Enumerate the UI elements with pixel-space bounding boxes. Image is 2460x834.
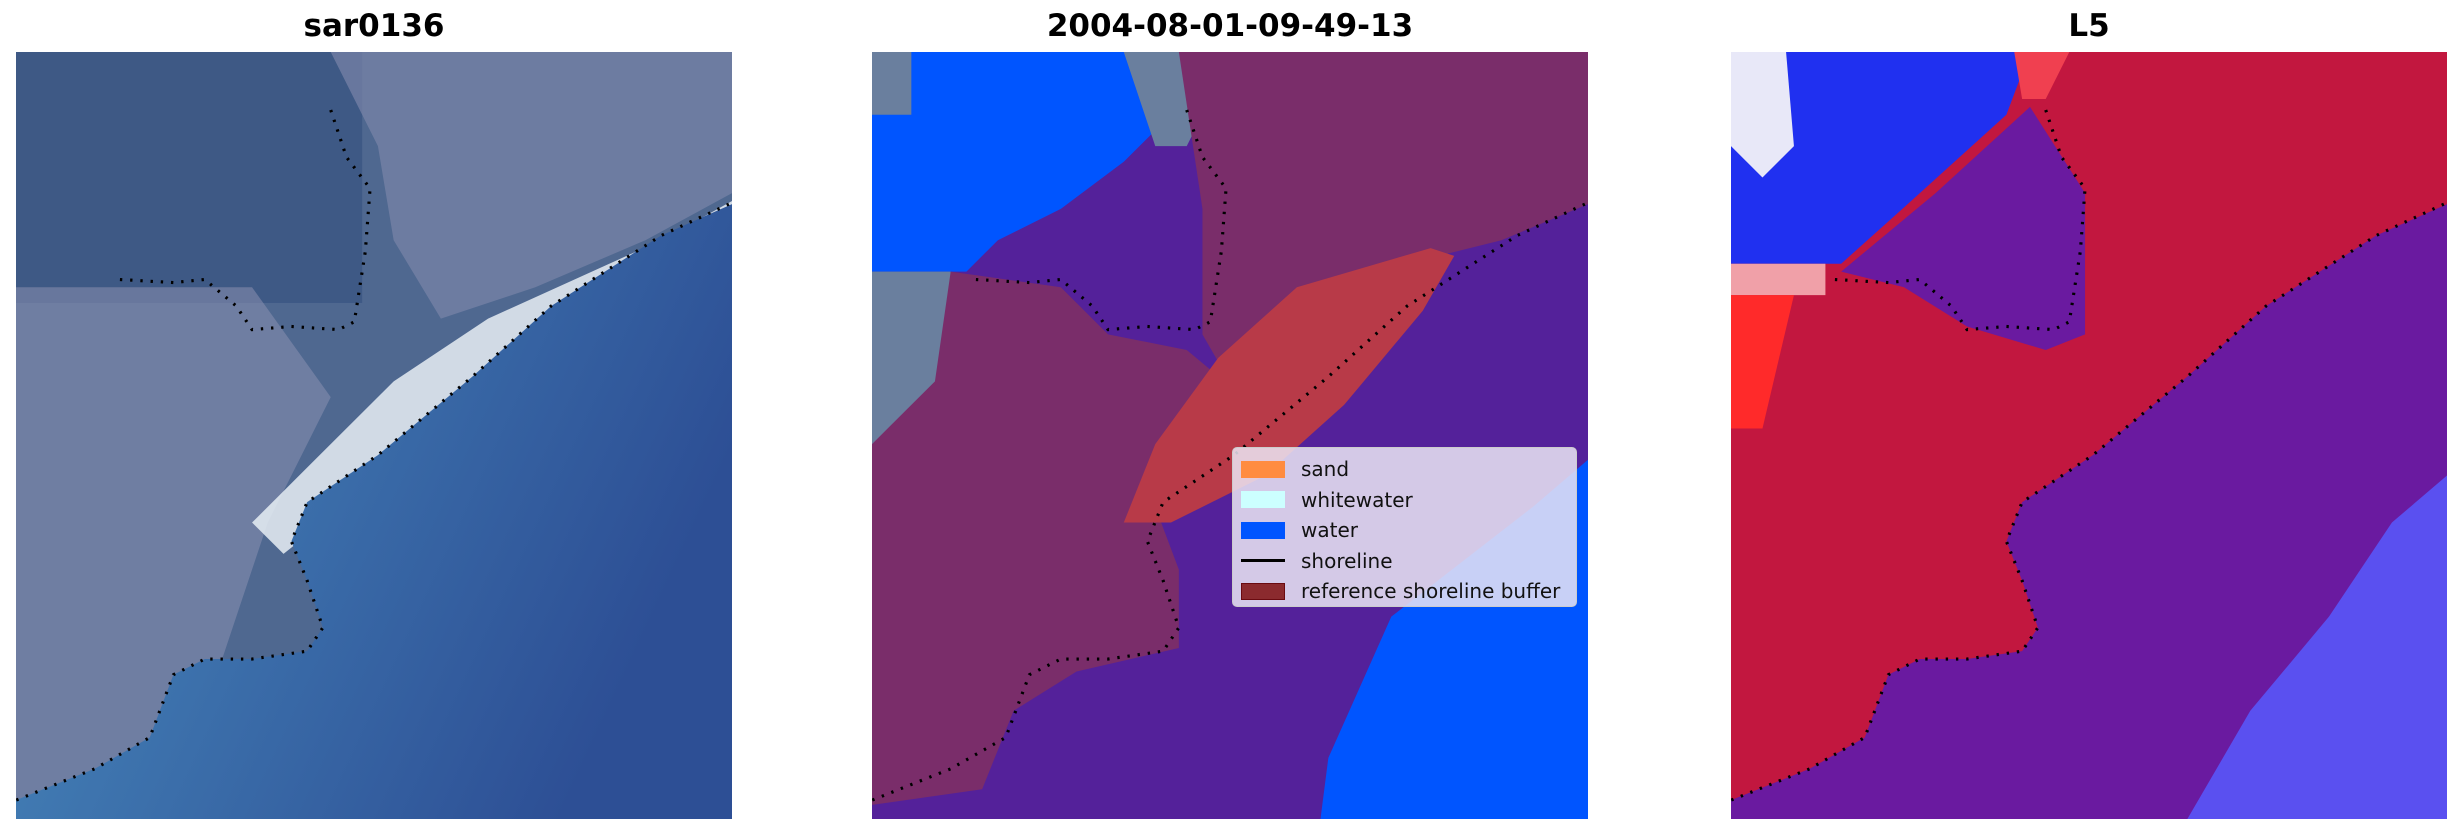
rgb-image-panel bbox=[16, 52, 732, 819]
legend-label: sand bbox=[1301, 457, 1350, 482]
panel-title-probability: L5 bbox=[2068, 8, 2110, 44]
legend-item-reference-buffer: reference shoreline buffer bbox=[1241, 576, 1568, 607]
sand-swatch bbox=[1241, 460, 1285, 478]
legend-label: reference shoreline buffer bbox=[1301, 579, 1561, 604]
classification-panel bbox=[872, 52, 1588, 819]
shoreline-line-swatch bbox=[1241, 559, 1285, 563]
water-swatch bbox=[1241, 521, 1285, 539]
l5-panel bbox=[1731, 52, 2447, 819]
panel-title-image: sar0136 bbox=[303, 8, 445, 44]
legend-label: water bbox=[1301, 518, 1358, 543]
legend: sand whitewater water shoreline referenc… bbox=[1232, 447, 1577, 607]
legend-item-water: water bbox=[1241, 515, 1568, 546]
whitewater-swatch bbox=[1241, 491, 1285, 509]
legend-item-sand: sand bbox=[1241, 454, 1568, 485]
legend-item-whitewater: whitewater bbox=[1241, 485, 1568, 516]
shoreline bbox=[118, 109, 372, 332]
legend-item-shoreline: shoreline bbox=[1241, 546, 1568, 577]
legend-label: whitewater bbox=[1301, 487, 1413, 512]
legend-label: shoreline bbox=[1301, 548, 1393, 573]
panel-title-classification: 2004-08-01-09-49-13 bbox=[1046, 8, 1414, 44]
shoreline bbox=[974, 109, 1228, 332]
shoreline bbox=[1833, 109, 2087, 332]
buffer-swatch bbox=[1241, 582, 1285, 600]
